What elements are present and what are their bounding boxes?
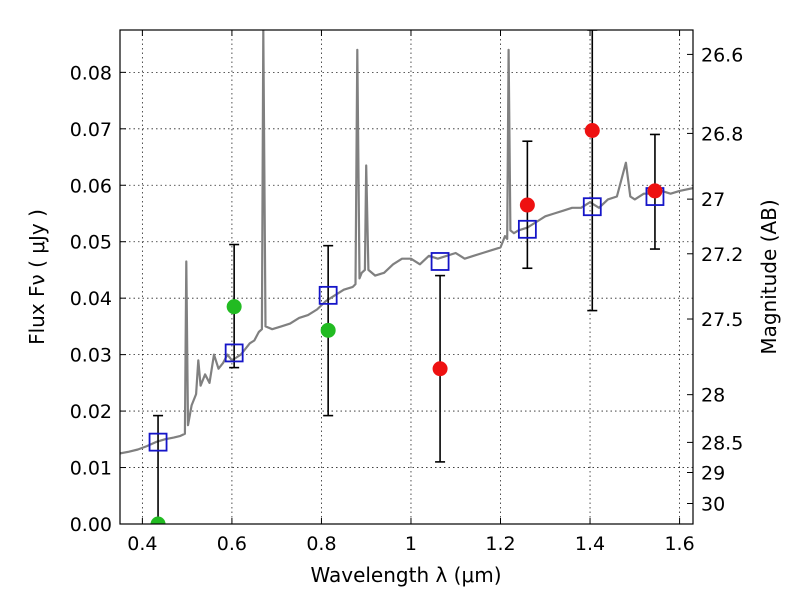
red-data-point	[647, 183, 663, 199]
plot-frame	[119, 29, 694, 525]
spectrum-line	[120, 30, 693, 455]
green-data-point	[226, 299, 242, 315]
red-data-point	[519, 197, 535, 213]
model-square-marker	[517, 219, 537, 239]
x-tick-label: 0.4	[127, 533, 157, 555]
red-data-point	[432, 361, 448, 377]
y2-tick-label: 26.8	[701, 123, 743, 145]
green-data-point	[150, 516, 166, 524]
y-tick-label: 0.01	[70, 458, 112, 480]
red-data-point	[584, 122, 600, 138]
y-tick-label: 0.08	[70, 62, 112, 84]
plot-series	[120, 30, 693, 524]
y2-tick-label: 28	[701, 385, 725, 407]
model-square-marker	[224, 343, 244, 363]
y2-tick-label: 27	[701, 189, 725, 211]
y2-tick-label: 30	[701, 494, 725, 516]
model-square-marker	[582, 197, 602, 217]
y-tick-label: 0.02	[70, 401, 112, 423]
y2-tick-label: 26.6	[701, 44, 743, 66]
green-data-point	[320, 322, 336, 338]
x-tick-label: 1.2	[485, 533, 515, 555]
y-axis-title: Flux Fν ( μJy )	[25, 209, 49, 345]
grid	[120, 30, 693, 525]
x-tick-label: 1.4	[575, 533, 605, 555]
y2-axis-title: Magnitude (AB)	[757, 199, 781, 354]
y-tick-label: 0.05	[70, 232, 112, 254]
y2-tick-label: 28.5	[701, 432, 743, 454]
y-tick-label: 0.07	[70, 119, 112, 141]
x-axis-title: Wavelength λ (μm)	[310, 563, 501, 587]
model-square-marker	[148, 432, 168, 452]
ticks: 0.4 0.6 0.8 1 1.2 1.4 1.6 0.00 0.01 0.02 0.03 0.04 0…	[70, 30, 743, 555]
model-square-marker	[430, 252, 450, 271]
y2-tick-label: 29	[701, 463, 725, 485]
x-tick-label: 0.6	[217, 533, 247, 555]
x-tick-label: 0.8	[306, 533, 336, 555]
model-square-marker	[318, 285, 338, 305]
y-tick-label: 0.04	[70, 288, 112, 310]
x-tick-label: 1	[405, 533, 417, 555]
y-tick-label: 0.00	[70, 514, 112, 536]
y-tick-label: 0.06	[70, 175, 112, 197]
y-tick-label: 0.03	[70, 345, 112, 367]
y2-tick-label: 27.5	[701, 309, 743, 331]
y2-tick-label: 27.2	[701, 244, 743, 266]
x-tick-label: 1.6	[664, 533, 694, 555]
